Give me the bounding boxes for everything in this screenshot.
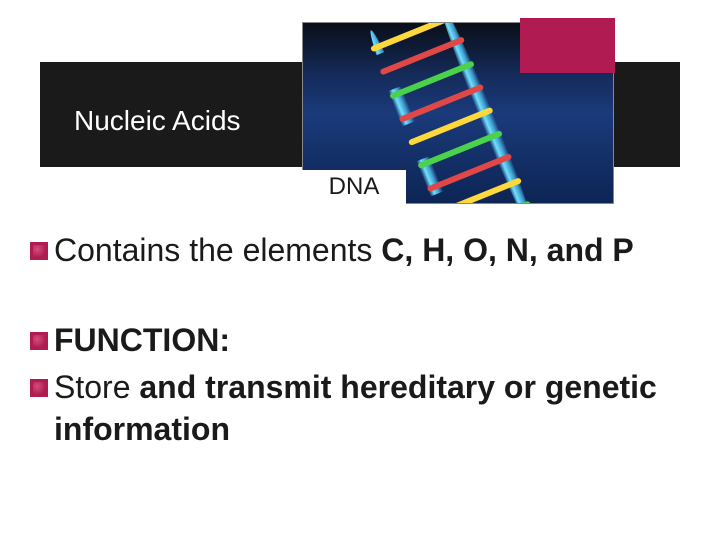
bullet-item: Store and transmit hereditary or genetic… <box>30 367 700 450</box>
diamond-bullet-icon <box>30 242 48 260</box>
bullet-text: Store and transmit hereditary or genetic… <box>54 367 700 450</box>
bullet-text: Contains the elements C, H, O, N, and P <box>54 230 634 272</box>
body-content: Contains the elements C, H, O, N, and P … <box>30 230 700 456</box>
bullet-rest: the elements <box>180 232 381 268</box>
diamond-bullet-icon <box>30 379 48 397</box>
slide-title: Nucleic Acids <box>74 105 241 137</box>
bullet-prefix: Contains <box>54 232 180 268</box>
bullet-text: FUNCTION: <box>54 320 230 362</box>
bullet-item: FUNCTION: <box>30 320 700 362</box>
bullet-bold: C, H, O, N, and P <box>381 232 633 268</box>
diamond-bullet-icon <box>30 332 48 350</box>
image-caption: DNA <box>302 170 406 204</box>
bullet-prefix: FUNCTION: <box>54 322 230 358</box>
accent-square <box>520 18 615 73</box>
bullet-bold: and transmit hereditary or genetic infor… <box>54 369 657 447</box>
bullet-item: Contains the elements C, H, O, N, and P <box>30 230 700 272</box>
bullet-prefix: Store <box>54 369 130 405</box>
